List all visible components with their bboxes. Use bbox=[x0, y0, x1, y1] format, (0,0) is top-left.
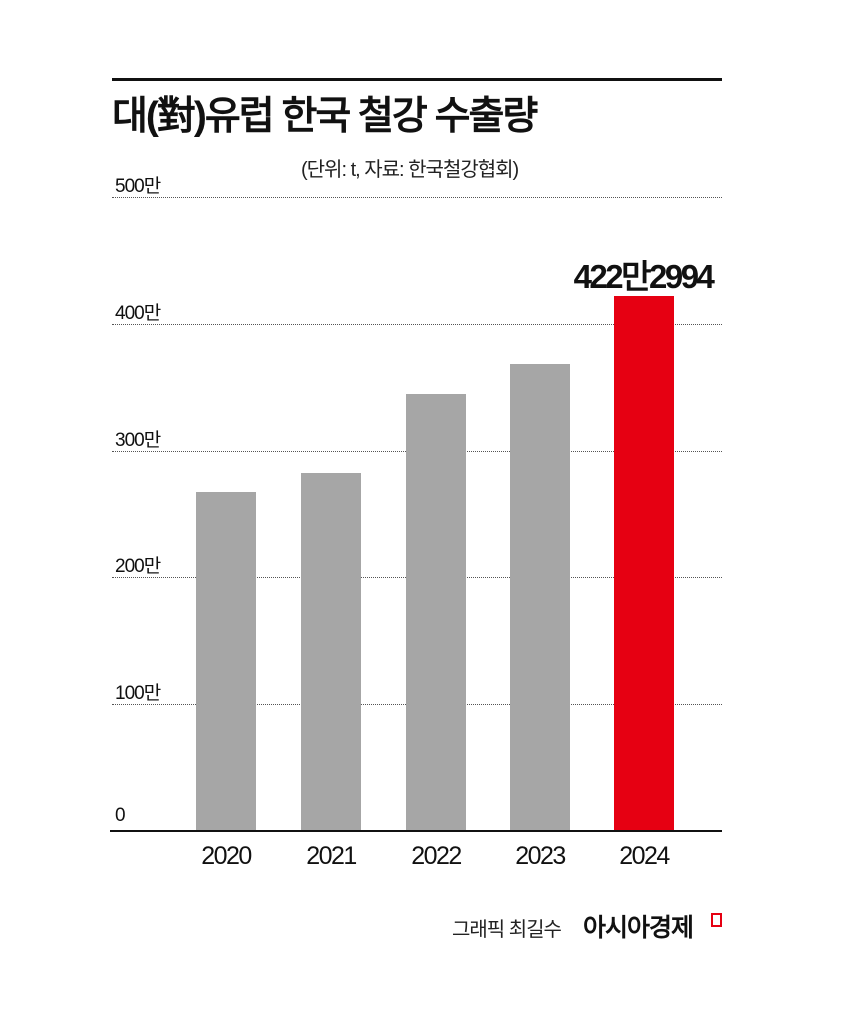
bar-2022 bbox=[406, 393, 466, 831]
chart-title: 대(對)유럽 한국 철강 수출량 bbox=[112, 95, 538, 138]
x-tick-label: 2021 bbox=[306, 842, 357, 870]
x-tick-label: 2024 bbox=[619, 842, 670, 870]
x-axis-line bbox=[110, 830, 722, 832]
y-tick-label: 500만 bbox=[115, 176, 161, 197]
x-tick-label: 2022 bbox=[411, 842, 462, 870]
bar-2023 bbox=[510, 364, 570, 831]
y-tick-label: 400만 bbox=[115, 302, 161, 324]
y-tick-label: 200만 bbox=[115, 556, 161, 578]
graphic-credit: 그래픽 최길수 bbox=[452, 919, 562, 941]
y-tick-label: 0 bbox=[115, 805, 126, 826]
bar-2020 bbox=[196, 492, 256, 831]
brand-mark-icon bbox=[711, 913, 722, 927]
x-tick-label: 2020 bbox=[201, 842, 252, 870]
gridline bbox=[112, 197, 722, 198]
y-tick-label: 100만 bbox=[115, 683, 161, 705]
brand-logo: 아시아경제 bbox=[583, 914, 694, 942]
gridline bbox=[112, 323, 722, 325]
bar-2021 bbox=[301, 473, 361, 831]
y-tick-label: 300만 bbox=[115, 429, 161, 451]
bar-2024 bbox=[614, 295, 674, 831]
chart-subtitle: (단위: t, 자료: 한국철강협회) bbox=[301, 159, 519, 181]
top-rule bbox=[112, 78, 722, 81]
highlight-value-label: 422만2994 bbox=[573, 258, 715, 295]
x-tick-label: 2023 bbox=[515, 842, 566, 870]
